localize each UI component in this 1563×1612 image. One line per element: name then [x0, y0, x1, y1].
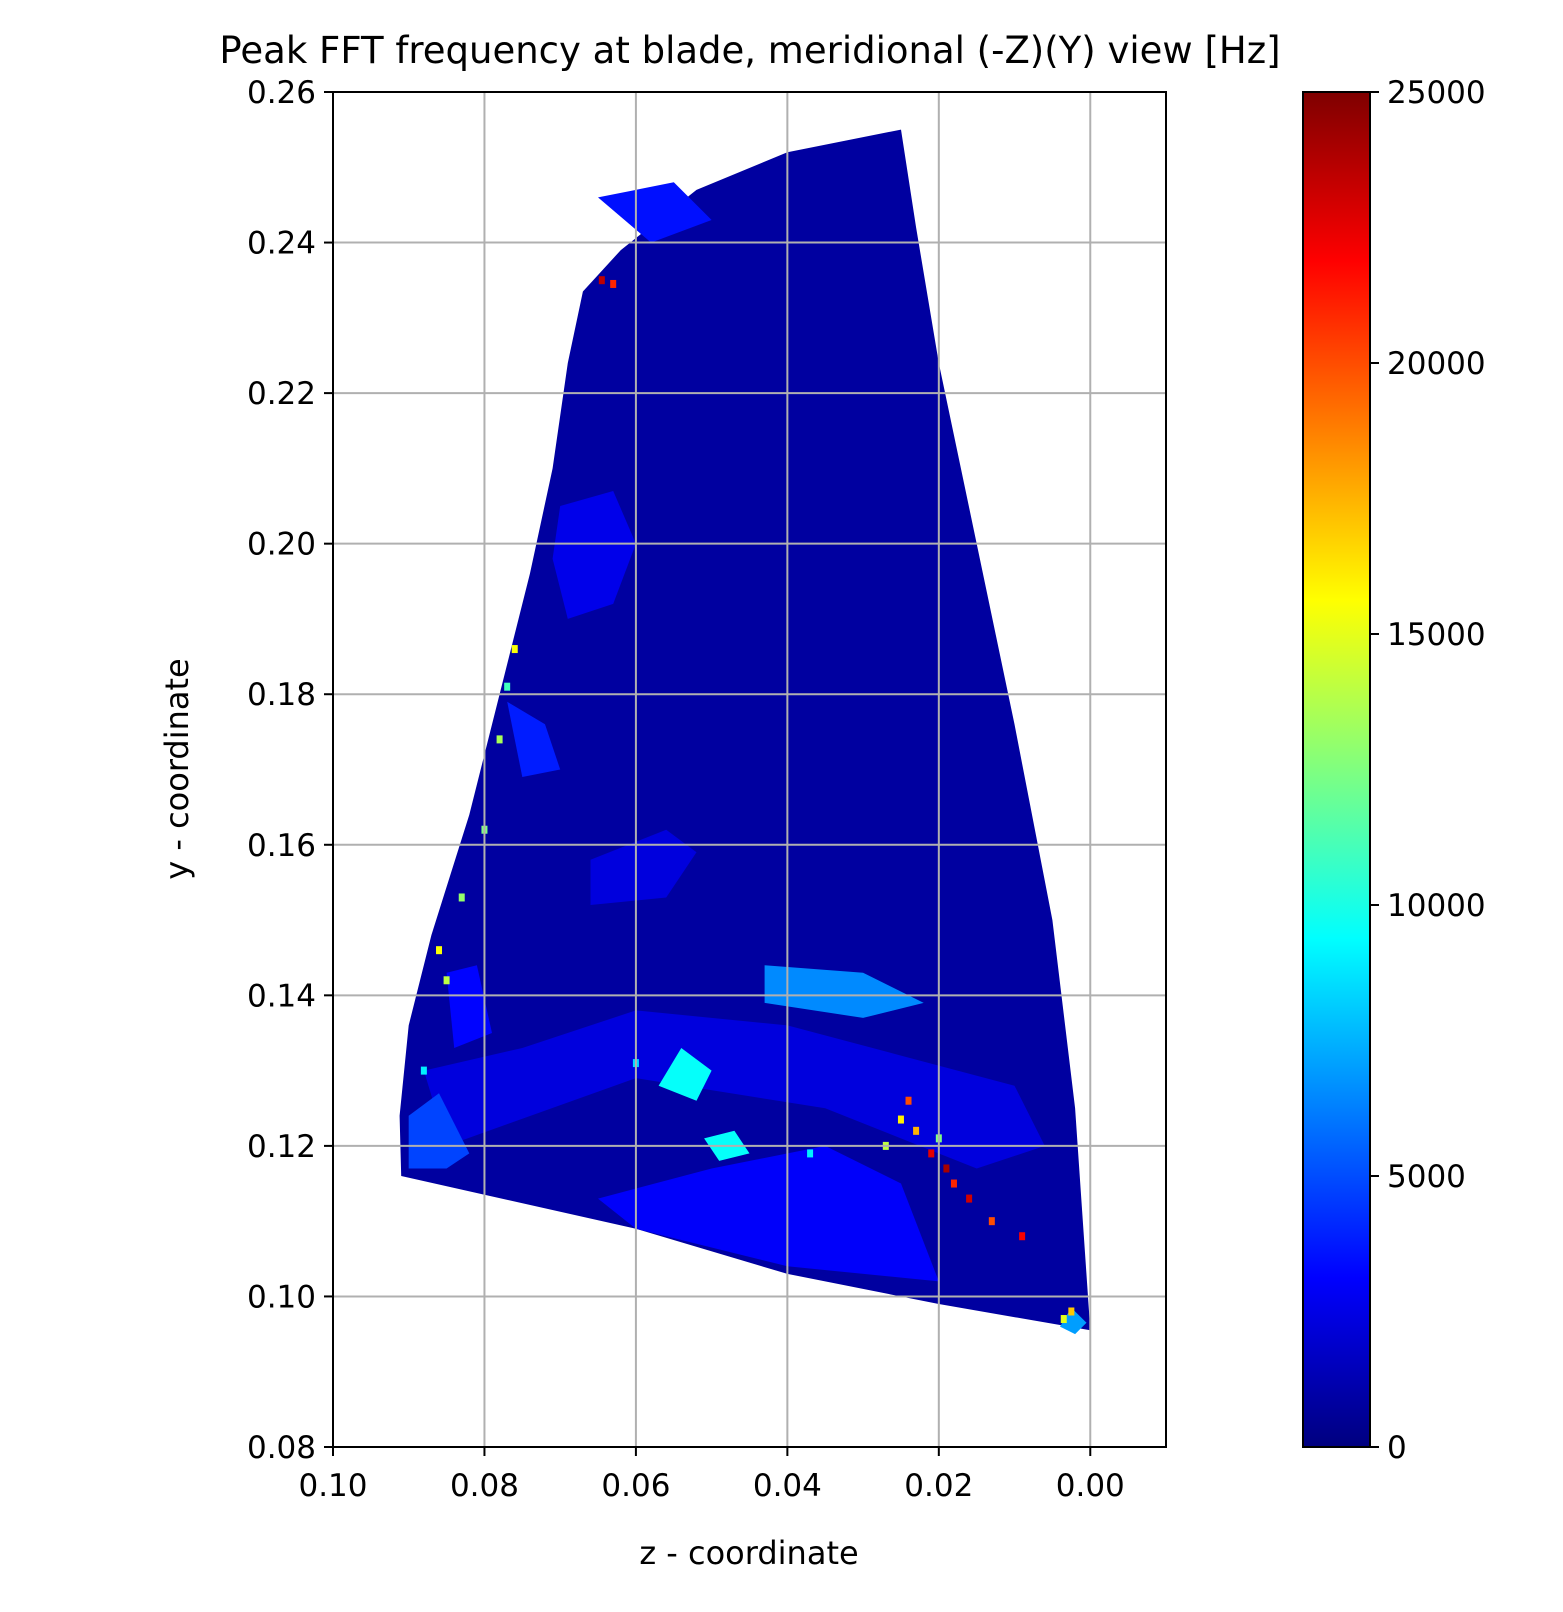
colorbar: 0 5000 10000 15000 20000 25000 [1302, 75, 1486, 1466]
x-tick-label-3: 0.04 [753, 1468, 822, 1504]
chart-title: Peak FFT frequency at blade, meridional … [219, 29, 1280, 72]
blade-region-6 [446, 965, 492, 1048]
y-tick-label-7: 0.22 [247, 376, 316, 412]
colorbar-gradient [1302, 91, 1371, 1448]
hot-spot-5 [897, 1115, 904, 1124]
y-tick-label-0: 0.08 [247, 1430, 316, 1466]
hot-spot-2 [950, 1179, 957, 1188]
colorbar-tick-label-3: 15000 [1387, 617, 1486, 653]
hot-spot-0 [928, 1149, 935, 1158]
y-tick-label-1: 0.10 [247, 1279, 316, 1315]
blade-region-7 [598, 182, 712, 243]
x-tick-label-4: 0.02 [904, 1468, 973, 1504]
y-axis: 0.08 0.10 0.12 0.14 0.16 0.18 0.20 0.22 0.24 0.26 [247, 75, 333, 1466]
hot-spot-6 [966, 1194, 973, 1203]
x-axis-label: z - coordinate [639, 1534, 858, 1572]
hot-spot-19 [496, 735, 503, 744]
blade-region-2 [598, 1145, 939, 1282]
hot-spot-1 [943, 1164, 950, 1173]
hot-spot-13 [1068, 1307, 1075, 1316]
hot-spot-24 [807, 1149, 814, 1158]
colorbar-tick-label-5: 25000 [1387, 75, 1486, 111]
blade-layer [399, 129, 1091, 1335]
blade-region-8 [507, 701, 561, 777]
hot-spot-4 [905, 1096, 912, 1105]
hot-spot-20 [504, 682, 511, 691]
hot-spot-16 [443, 976, 450, 985]
colorbar-tick-label-1: 5000 [1387, 1159, 1466, 1195]
x-tick-label-1: 0.08 [450, 1468, 519, 1504]
hot-spot-12 [610, 279, 617, 288]
x-tick-label-0: 0.10 [298, 1468, 367, 1504]
colorbar-ticks: 0 5000 10000 15000 20000 25000 [1370, 75, 1486, 1466]
hot-spot-14 [1060, 1315, 1067, 1324]
blade-region-11 [1060, 1307, 1087, 1335]
blade-surface [399, 129, 1091, 1331]
y-tick-label-4: 0.16 [247, 828, 316, 864]
hot-spot-11 [598, 276, 605, 285]
y-tick-label-2: 0.12 [247, 1129, 316, 1165]
blade-region-0 [552, 491, 636, 619]
colorbar-tick-label-0: 0 [1387, 1430, 1407, 1466]
y-tick-label-8: 0.24 [247, 226, 316, 262]
blade-region-5 [408, 1093, 470, 1169]
y-axis-label: y - coordinate [158, 658, 196, 880]
x-tick-label-2: 0.06 [601, 1468, 670, 1504]
hot-spot-21 [511, 645, 518, 654]
blade-region-1 [590, 829, 697, 905]
colorbar-tick-label-2: 10000 [1387, 888, 1486, 924]
hot-spot-3 [913, 1126, 920, 1135]
y-tick-label-9: 0.26 [247, 75, 316, 111]
blade-region-3 [423, 1010, 1045, 1169]
y-tick-label-3: 0.14 [247, 978, 316, 1014]
hot-spot-17 [458, 893, 465, 902]
x-tick-label-5: 0.00 [1056, 1468, 1125, 1504]
hot-spot-7 [988, 1217, 995, 1226]
x-axis: 0.10 0.08 0.06 0.04 0.02 0.00 [298, 1447, 1125, 1504]
hot-spot-8 [1019, 1232, 1026, 1241]
plot-frame [332, 91, 1167, 1448]
blade-region-4 [764, 965, 924, 1018]
blade-region-9 [658, 1048, 712, 1101]
hot-spot-22 [420, 1066, 427, 1075]
y-tick-label-5: 0.18 [247, 677, 316, 713]
colorbar-tick-label-4: 20000 [1387, 346, 1486, 382]
y-tick-label-6: 0.20 [247, 527, 316, 563]
hot-spot-15 [436, 946, 443, 955]
